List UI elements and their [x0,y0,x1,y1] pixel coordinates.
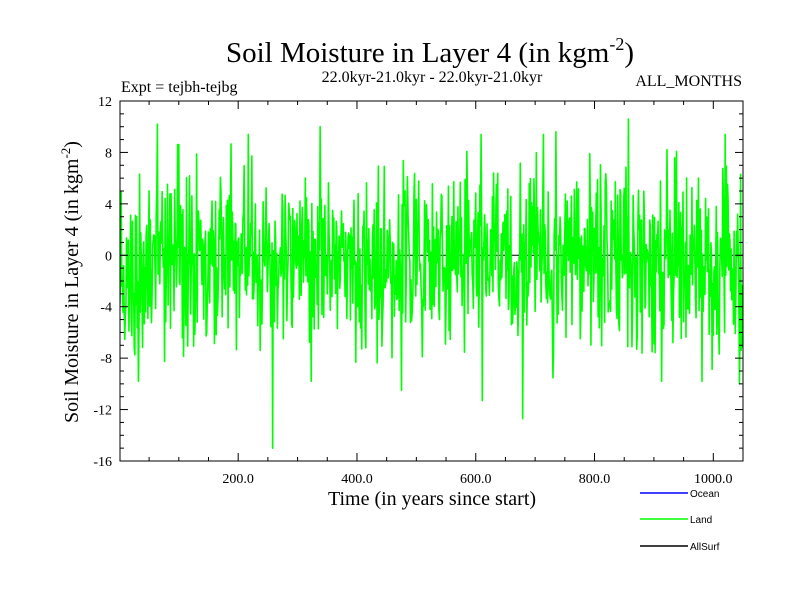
y-axis-label-sup: -2 [58,148,73,159]
y-axis-label: Soil Moisture in Layer 4 (in kgm-2) [58,141,83,423]
series-layer [120,118,743,449]
y-tick-label: 0 [105,249,112,264]
x-tick-label: 1000.0 [694,472,733,487]
x-tick-label: 400.0 [341,472,373,487]
plot-frame [119,100,744,462]
legend-label-land: Land [690,515,712,526]
y-tick-label: 8 [105,146,112,161]
x-axis-label: Time (in years since start) [328,488,536,510]
x-tick-label: 600.0 [460,472,492,487]
chart-title-sup: -2 [609,34,624,54]
subtitle-experiment: Expt = tejbh-tejbg [121,79,238,96]
y-tick-label: 12 [98,95,112,110]
y-axis-label-close: ) [61,141,83,148]
chart-title: Soil Moisture in Layer 4 (in kgm-2) [226,34,634,69]
x-tick-label: 800.0 [579,472,611,487]
y-axis-label-main: Soil Moisture in Layer 4 (in kgm [61,158,83,423]
ticks-layer: -16 -12 -8 -4 0 4 8 12 200.0 400.0 600.0 800.0 1000.… [93,95,743,487]
plot-area: -16 -12 -8 -4 0 4 8 12 200.0 400.0 600.0 800.0 1000.… [93,95,744,487]
chart-title-main: Soil Moisture in Layer 4 (in kgm [226,37,610,69]
y-tick-label: -16 [93,455,112,470]
x-tick-label: 200.0 [222,472,254,487]
legend: Ocean Land AllSurf [640,489,720,553]
series-line-land [120,118,743,449]
y-tick-label: 4 [105,198,112,213]
y-tick-label: -4 [100,301,112,316]
y-tick-label: -12 [93,404,112,419]
legend-label-ocean: Ocean [690,489,719,500]
legend-label-allsurf: AllSurf [690,542,720,553]
subtitle-period: 22.0kyr-21.0kyr - 22.0kyr-21.0kyr [322,69,543,86]
y-tick-label: -8 [100,352,112,367]
chart-title-close: ) [624,37,634,69]
subtitle-months: ALL_MONTHS [635,73,742,90]
